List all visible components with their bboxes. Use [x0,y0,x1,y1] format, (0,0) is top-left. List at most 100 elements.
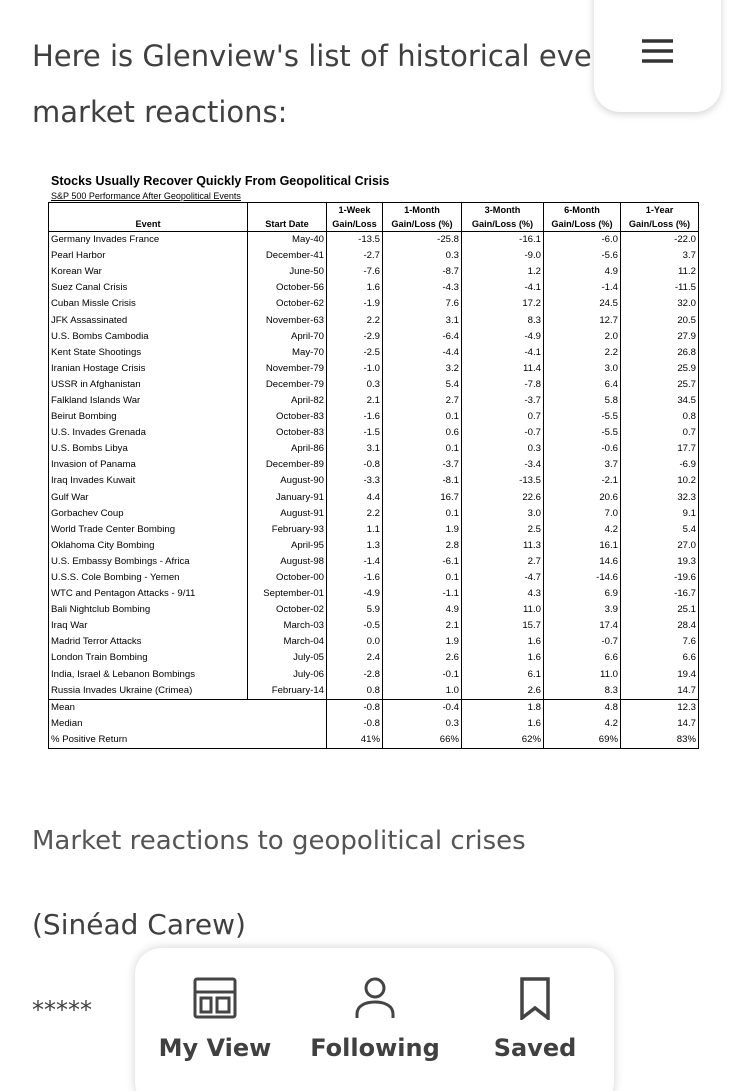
table-cell: -14.6 [543,569,621,587]
separator: ***** [32,996,92,1024]
table-cell: 4.2 [543,521,621,538]
table-cell: -22.0 [620,231,699,249]
table-row: WTC and Pentagon Attacks - 9/11 September… [48,586,699,603]
table-row: Bali Nightclub Bombing October-02 5.9 4.9 11… [48,602,699,619]
table-cell: March-03 [247,618,327,635]
table-cell: 6.6 [620,650,699,667]
table-cell: -6.4 [382,328,462,345]
table-cell: May-40 [247,231,327,249]
table-cell: 1.3 [326,537,383,554]
table-cell: 34.5 [620,392,699,410]
table-cell [48,202,248,217]
table-row: JFK Assassinated November-63 2.2 3.1 8.3 12.7… [48,312,699,329]
table-cell: -6.9 [620,457,699,474]
nav-item[interactable]: My View [135,976,295,1062]
table-row: Suez Canal Crisis October-56 1.6 -4.3 -4.1 -1… [48,280,699,297]
table-cell: -2.9 [326,328,383,345]
table-cell: 69% [543,731,621,749]
table-cell: 0.0 [326,634,383,651]
table-cell: 83% [620,731,699,749]
table-cell: -8.1 [382,473,462,490]
table-cell: 2.2 [326,505,383,522]
nav-label: Following [310,1034,440,1062]
table-cell: 5.9 [326,602,383,619]
table-cell: 0.3 [461,441,544,458]
table-cell: 3.1 [382,312,462,329]
table-cell: -1.9 [326,296,383,313]
table-cell: December-89 [247,457,327,474]
table-cell: 26.8 [620,344,699,361]
table-row: 1-Week 1-Month 3-Month 6-Month 1-Year [48,202,699,217]
table-cell: 2.1 [326,392,383,410]
table-cell: 0.7 [620,425,699,442]
table-cell: Madrid Terror Attacks [48,634,248,651]
table-row: Kent State Shootings May-70 -2.5 -4.4 -4.1 2.… [48,344,699,361]
table-cell: 3.2 [382,360,462,377]
table-row: Invasion of Panama December-89 -0.8 -3.7 -3.… [48,457,699,474]
table-row: Iraq Invades Kuwait August-90 -3.3 -8.1 -13.… [48,473,699,490]
table-cell: 24.5 [543,296,621,313]
table-cell: 0.8 [620,409,699,426]
table-cell: April-86 [247,441,327,458]
table-cell: -25.8 [382,231,462,249]
table-row: London Train Bombing July-05 2.4 2.6 1.6 6.6 6… [48,650,699,667]
table-cell: -1.6 [326,409,383,426]
table-cell: July-05 [247,650,327,667]
table-cell: -2.7 [326,248,383,265]
table-cell: 0.1 [382,441,462,458]
table-cell: 1.9 [382,634,462,651]
table-cell: 28.4 [620,618,699,635]
table-cell: November-79 [247,360,327,377]
menu-button[interactable] [594,0,721,112]
table-cell: 3.7 [620,248,699,265]
table-cell: October-62 [247,296,327,313]
table-cell: Iraq War [48,618,248,635]
table-cell: -0.1 [382,666,462,683]
table-cell: 12.3 [620,698,699,716]
table-cell: 66% [382,731,462,749]
table-cell: 25.7 [620,376,699,393]
table-cell: 11.2 [620,264,699,281]
table-cell: WTC and Pentagon Attacks - 9/11 [48,586,248,603]
table-cell: -2.5 [326,344,383,361]
table-cell: 5.4 [620,521,699,538]
table-cell: August-98 [247,553,327,570]
table-cell: 22.6 [461,489,544,506]
table-cell: Gain/Loss (%) [543,217,621,232]
saved-icon [520,977,550,1020]
table-cell: -5.5 [543,425,621,442]
table-cell: 27.0 [620,537,699,554]
table-row: U.S. Bombs Libya April-86 3.1 0.1 0.3 -0.6 17.… [48,441,699,458]
table-cell: -7.6 [326,264,383,281]
table-cell: Suez Canal Crisis [48,280,248,297]
table-cell: Russia Invades Ukraine (Crimea) [48,682,248,700]
table-cell: March-04 [247,634,327,651]
table-cell: 1.6 [326,280,383,297]
table-cell: 32.0 [620,296,699,313]
table-cell: 4.8 [543,698,621,716]
table-cell: -0.8 [326,715,383,732]
table-cell: 6.6 [543,650,621,667]
table-cell: 0.1 [382,569,462,587]
table-cell: U.S. Bombs Libya [48,441,248,458]
table-cell: 0.3 [382,248,462,265]
table-cell: 3.0 [461,505,544,522]
table-cell: Gulf War [48,489,248,506]
table-cell: -8.7 [382,264,462,281]
table-cell: 4.9 [382,602,462,619]
table-cell: October-56 [247,280,327,297]
table-cell: 2.0 [543,328,621,345]
table-cell: February-93 [247,521,327,538]
table-cell: -1.4 [326,553,383,570]
table-cell: December-41 [247,248,327,265]
table-cell: 5.4 [382,376,462,393]
table-cell: -9.0 [461,248,544,265]
table-cell: -1.5 [326,425,383,442]
nav-item[interactable]: Following [295,976,455,1062]
table-cell: Iranian Hostage Crisis [48,360,248,377]
nav-item[interactable]: Saved [455,976,615,1062]
table-cell: Beirut Bombing [48,409,248,426]
table-row: U.S.S. Cole Bombing - Yemen October-00 -1.… [48,569,699,587]
table-cell: 2.2 [543,344,621,361]
table-cell: Iraq Invades Kuwait [48,473,248,490]
